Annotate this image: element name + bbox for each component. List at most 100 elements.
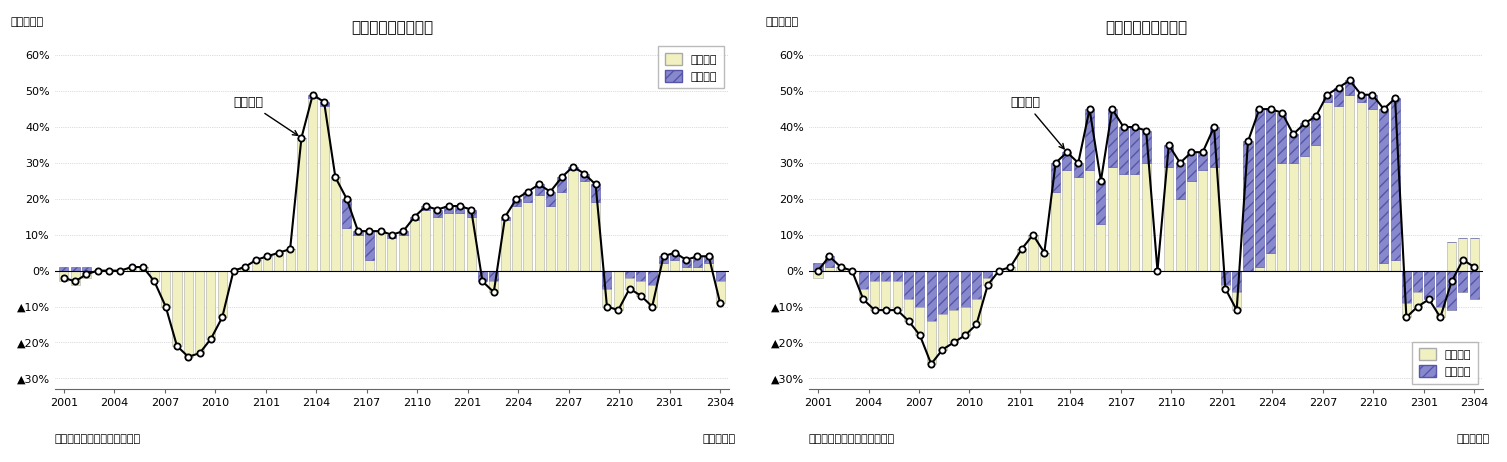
Text: （資料）財務省「貿易統計」: （資料）財務省「貿易統計」 bbox=[809, 434, 895, 444]
Title: 輸入金額の要因分解: 輸入金額の要因分解 bbox=[1105, 21, 1188, 36]
Bar bbox=[445, 206, 454, 213]
Bar bbox=[659, 256, 668, 263]
Bar bbox=[1108, 166, 1117, 271]
Bar bbox=[523, 202, 532, 271]
Bar bbox=[671, 253, 680, 260]
Bar bbox=[59, 271, 68, 281]
Bar bbox=[500, 217, 509, 220]
Bar bbox=[1414, 292, 1423, 306]
Bar bbox=[546, 192, 555, 206]
Bar bbox=[512, 206, 521, 271]
Bar bbox=[949, 271, 958, 310]
Bar bbox=[1301, 123, 1310, 156]
Bar bbox=[1334, 105, 1343, 271]
Bar bbox=[59, 267, 68, 271]
Bar bbox=[1097, 224, 1106, 271]
Bar bbox=[1346, 95, 1355, 271]
Bar bbox=[937, 314, 946, 350]
Bar bbox=[1050, 192, 1059, 271]
Bar bbox=[693, 267, 702, 271]
Bar bbox=[399, 235, 408, 271]
Bar bbox=[1062, 152, 1071, 170]
Bar bbox=[433, 217, 442, 271]
Bar bbox=[1085, 170, 1094, 271]
Bar bbox=[836, 267, 845, 271]
Bar bbox=[377, 231, 386, 271]
Bar bbox=[1379, 109, 1388, 263]
Bar bbox=[455, 206, 464, 213]
Bar bbox=[149, 271, 158, 281]
Bar bbox=[139, 267, 148, 271]
Bar bbox=[704, 256, 713, 263]
Bar bbox=[960, 271, 969, 306]
Bar bbox=[1074, 163, 1084, 177]
Bar bbox=[983, 278, 992, 285]
Bar bbox=[1447, 242, 1456, 271]
Bar bbox=[568, 166, 577, 170]
Bar bbox=[535, 195, 544, 271]
Bar bbox=[217, 271, 226, 317]
Bar bbox=[927, 321, 936, 364]
Bar bbox=[558, 177, 567, 192]
Bar bbox=[1255, 267, 1264, 271]
Bar bbox=[467, 217, 476, 271]
Bar bbox=[704, 263, 713, 271]
Bar bbox=[648, 285, 657, 306]
Bar bbox=[1188, 152, 1197, 181]
Bar bbox=[1175, 199, 1185, 271]
Bar bbox=[983, 271, 992, 278]
Bar bbox=[625, 271, 634, 278]
Legend: 数量要因, 価格要因: 数量要因, 価格要因 bbox=[1412, 342, 1478, 383]
Bar bbox=[648, 271, 657, 285]
Bar bbox=[286, 249, 295, 271]
Bar bbox=[1130, 174, 1139, 271]
Bar bbox=[490, 281, 499, 292]
Bar bbox=[71, 271, 80, 285]
Text: （資料）財務省「貿易統計」: （資料）財務省「貿易統計」 bbox=[54, 434, 140, 444]
Bar bbox=[262, 256, 273, 271]
Bar bbox=[467, 210, 476, 217]
Bar bbox=[81, 271, 90, 278]
Bar bbox=[1097, 181, 1106, 224]
Bar bbox=[309, 95, 318, 98]
Bar bbox=[591, 184, 600, 202]
Bar bbox=[354, 231, 363, 235]
Bar bbox=[580, 174, 589, 181]
Bar bbox=[410, 217, 419, 220]
Bar bbox=[636, 271, 645, 281]
Bar bbox=[681, 267, 690, 271]
Bar bbox=[1356, 102, 1365, 271]
Bar bbox=[1165, 166, 1174, 271]
Bar bbox=[252, 260, 261, 271]
Bar bbox=[882, 281, 891, 310]
Bar bbox=[1447, 271, 1456, 310]
Bar bbox=[1221, 271, 1230, 285]
Bar bbox=[399, 231, 408, 235]
Bar bbox=[1210, 127, 1219, 166]
Bar bbox=[274, 253, 283, 271]
Bar bbox=[1459, 271, 1468, 292]
Bar bbox=[693, 256, 702, 267]
Bar bbox=[297, 138, 306, 271]
Bar bbox=[1175, 163, 1185, 199]
Bar bbox=[206, 271, 216, 339]
Bar bbox=[1301, 156, 1310, 271]
Text: 輸入金額: 輸入金額 bbox=[1010, 96, 1064, 149]
Bar bbox=[1323, 95, 1332, 102]
Bar bbox=[1120, 174, 1129, 271]
Bar bbox=[870, 271, 879, 281]
Bar bbox=[309, 98, 318, 271]
Bar bbox=[535, 184, 544, 195]
Bar bbox=[927, 271, 936, 321]
Bar bbox=[455, 213, 464, 271]
Bar bbox=[71, 267, 80, 271]
Bar bbox=[892, 281, 901, 310]
Bar bbox=[1402, 303, 1411, 317]
Bar bbox=[681, 260, 690, 267]
Bar bbox=[1074, 177, 1084, 271]
Text: 輸出金額: 輸出金額 bbox=[234, 96, 298, 135]
Bar bbox=[859, 271, 868, 289]
Bar bbox=[949, 310, 958, 342]
Bar bbox=[1040, 253, 1049, 271]
Bar bbox=[490, 271, 499, 281]
